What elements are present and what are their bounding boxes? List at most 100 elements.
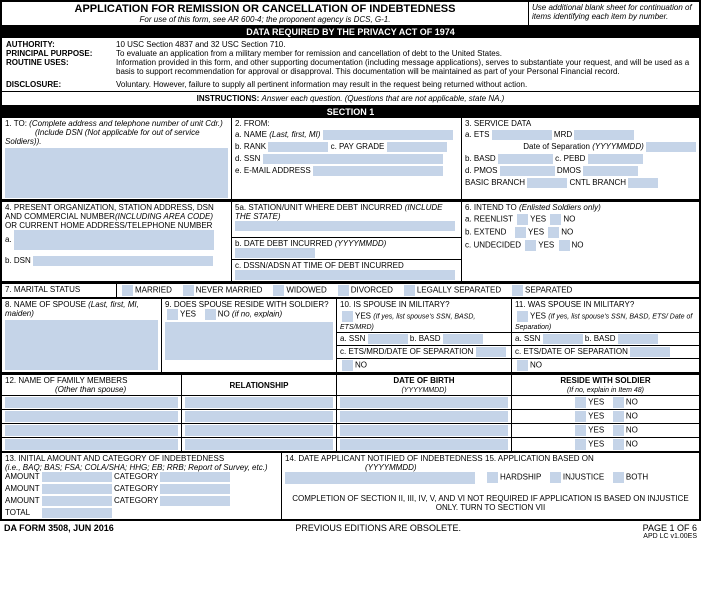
fam-yes-cb[interactable] [575,425,586,436]
s10-basd-f[interactable] [443,334,483,344]
email-field[interactable] [313,166,443,176]
s13-total[interactable] [42,508,112,518]
fam-yes-cb[interactable] [575,439,586,450]
mrd-field[interactable] [574,130,634,140]
extend-yes-cb[interactable] [515,227,526,238]
reenlist-no-cb[interactable] [550,214,561,225]
fam-name-field[interactable] [5,425,178,436]
ets-field[interactable] [492,130,552,140]
s14-field[interactable] [285,472,475,484]
s11-ets-f[interactable] [630,347,670,357]
never-cb[interactable] [183,285,194,296]
privacy-block: AUTHORITY:10 USC Section 4837 and 32 USC… [2,38,699,92]
fam-name-field[interactable] [5,439,178,450]
paygrade-field[interactable] [387,142,447,152]
s13-total-lbl: TOTAL [5,508,30,517]
s10-no-cb[interactable] [342,360,353,371]
fam-rel-field[interactable] [185,425,333,436]
row-13-15: 13. INITIAL AMOUNT AND CATEGORY OF INDEB… [2,451,699,519]
fam-rel-field[interactable] [185,397,333,408]
s10-yes: YES [355,312,371,321]
fam-rel-field[interactable] [185,411,333,422]
fam-yes-cb[interactable] [575,411,586,422]
s5b-field[interactable] [235,248,315,258]
s12-reside-note: (If no, explain in Item 48) [567,387,644,394]
sep-field[interactable] [646,142,696,152]
widowed-cb[interactable] [273,285,284,296]
s10-ets-f[interactable] [476,347,506,357]
fam-dob-field[interactable] [340,397,508,408]
s9-no: NO [218,310,230,319]
fam-dob-field[interactable] [340,439,508,450]
s5b-lbl: b. DATE DEBT INCURRED [235,239,333,248]
s13-amt2[interactable] [42,484,112,494]
row-4-5-6: 4. PRESENT ORGANIZATION, STATION ADDRESS… [2,200,699,282]
s9-no-cb[interactable] [205,309,216,320]
legal-cb[interactable] [404,285,415,296]
sep-cb[interactable] [512,285,523,296]
s12-rel: RELATIONSHIP [182,375,337,395]
s13-cat2[interactable] [160,484,230,494]
basic-branch-field[interactable] [527,178,567,188]
reenlist-yes-cb[interactable] [517,214,528,225]
s10-ssn-f[interactable] [368,334,408,344]
disclosure-txt: Voluntary. However, failure to supply al… [116,80,527,89]
s13-cat1[interactable] [160,472,230,482]
s8-field[interactable] [5,320,158,370]
s5a-field[interactable] [235,221,455,231]
both-cb[interactable] [613,472,624,483]
cntl-branch-field[interactable] [628,178,658,188]
married-cb[interactable] [122,285,133,296]
fam-no: NO [626,426,638,435]
hardship-cb[interactable] [487,472,498,483]
extend-no-cb[interactable] [548,227,559,238]
s11-basd-f[interactable] [618,334,658,344]
fam-yes-cb[interactable] [575,397,586,408]
s13-cat3[interactable] [160,496,230,506]
pmos-field[interactable] [500,166,555,176]
fam-name-field[interactable] [5,397,178,408]
fam-name-field[interactable] [5,411,178,422]
fam-no-cb[interactable] [613,411,624,422]
s9-field[interactable] [165,322,333,360]
basd-field[interactable] [498,154,553,164]
s4-a-field[interactable] [14,230,214,250]
form-container: APPLICATION FOR REMISSION OR CANCELLATIO… [0,0,701,521]
s13-amt1[interactable] [42,472,112,482]
fam-no-cb[interactable] [613,397,624,408]
s11-ssn: a. SSN [515,334,540,343]
s5c-field[interactable] [235,270,455,280]
from-lbl: 2. FROM: [232,118,461,129]
injustice-cb[interactable] [550,472,561,483]
email-lbl: e. E-MAIL ADDRESS [235,166,311,175]
undecided-yes-cb[interactable] [525,240,536,251]
extend-lbl: b. EXTEND [465,228,506,237]
divorced-cb[interactable] [338,285,349,296]
undecided-no-cb[interactable] [559,240,570,251]
fam-rel-field[interactable] [185,439,333,450]
s13-amt3[interactable] [42,496,112,506]
rank-field[interactable] [268,142,328,152]
to-field[interactable] [5,148,228,198]
s11-yes-cb[interactable] [517,311,528,322]
pebd-field[interactable] [588,154,643,164]
ssn-field[interactable] [263,154,443,164]
fam-no-cb[interactable] [613,439,624,450]
s4-dsn-field[interactable] [33,256,213,266]
s12-dob: DATE OF BIRTH [393,376,454,385]
s11-no-cb[interactable] [517,360,528,371]
reenlist-yes: YES [530,215,546,224]
fam-dob-field[interactable] [340,411,508,422]
fam-yes: YES [588,440,604,449]
fam-dob-field[interactable] [340,425,508,436]
s11-ssn-f[interactable] [543,334,583,344]
married-lbl: MARRIED [135,286,172,295]
s11-basd: b. BASD [585,334,616,343]
s10-yes-cb[interactable] [342,311,353,322]
name-field[interactable] [323,130,453,140]
fam-no-cb[interactable] [613,425,624,436]
reenlist-lbl: a. REENLIST [465,215,513,224]
s9-yes-cb[interactable] [167,309,178,320]
dmos-field[interactable] [583,166,638,176]
name-note: (Last, first, MI) [269,130,320,139]
